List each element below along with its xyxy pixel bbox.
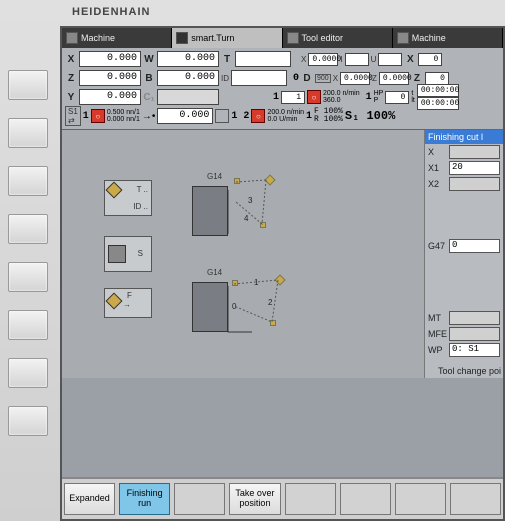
tab-machine[interactable]: Machine [62,28,172,48]
dro-row-y: Y 0.000 C₁ 1 1 ○ 200.0 n/min360.0 1 HPP … [65,88,500,106]
w-value: 0.000 [157,51,219,67]
axis-x2-label: X [404,54,416,65]
softkey-2[interactable] [174,483,225,515]
physical-button-column [8,70,48,454]
tab-tool-editor[interactable]: Tool editor [283,28,393,48]
physical-button[interactable] [8,214,48,244]
mt-field[interactable] [449,311,500,325]
feed-icon [106,293,123,310]
axis-x-label: X [65,54,77,65]
softkey-1[interactable]: Finishingrun [119,483,170,515]
return-icon [66,32,78,44]
id-value [231,70,287,86]
dro-row-x: X 0.000 W 0.000 T X0.0000 I U X0 [65,50,500,68]
physical-button[interactable] [8,70,48,100]
x1-field[interactable]: 20 [449,161,500,175]
x2-field[interactable] [449,177,500,191]
axis-b-label: B [143,73,155,84]
softkey-5[interactable] [340,483,391,515]
x-value: 0.000 [79,51,141,67]
b-value: 0.000 [157,70,219,86]
panel-title: Finishing cut l [425,130,503,144]
t-value [235,51,291,67]
parameter-panel: Finishing cut l X X120 X2 G470 MT MFE WP… [424,130,503,378]
axis-y-label: Y [65,92,77,103]
tab-bar: Machine smart.Turn Tool editor Machine [62,28,503,48]
param-box-feed[interactable]: F → [104,288,152,318]
tool-change-label: Tool change poi [438,366,501,376]
physical-button[interactable] [8,406,48,436]
t-label: T [221,54,233,65]
tool-icon [215,109,229,123]
axis-z-label: Z [65,73,77,84]
softkey-3[interactable]: Take overposition [229,483,280,515]
stop-icon: ○ [307,90,321,104]
tool-insert-icon [106,182,123,199]
physical-button[interactable] [8,310,48,340]
softkey-bar: ExpandedFinishingrun Take overposition [62,477,503,519]
toolpath-icon [192,276,292,346]
z-value: 0.000 [79,70,141,86]
tab-smart-turn[interactable]: smart.Turn [172,28,282,48]
diagram-canvas: T .. ID .. S F → G14 3 [62,130,503,378]
physical-button[interactable] [8,262,48,292]
softkey-0[interactable]: Expanded [64,483,115,515]
mfe-field[interactable] [449,327,500,341]
xs-value: 0.0000 [308,53,338,66]
physical-button[interactable] [8,166,48,196]
physical-button[interactable] [8,118,48,148]
diamond-icon [176,32,188,44]
toolpath-icon [192,176,282,246]
param-box-speed[interactable]: S [104,236,152,272]
g47-field[interactable]: 0 [449,239,500,253]
param-box-tool[interactable]: T .. ID .. [104,180,152,216]
arrow-icon: →• [142,111,156,122]
screen: Machine smart.Turn Tool editor Machine X… [60,26,505,521]
stop-icon: ○ [91,109,105,123]
tab-machine-2[interactable]: Machine [393,28,503,48]
stop-icon: ○ [251,109,265,123]
softkey-4[interactable] [285,483,336,515]
page-icon [287,32,299,44]
spindle-icon [108,245,126,263]
x-field[interactable] [449,145,500,159]
wp-field[interactable]: 0: S1 [449,343,500,357]
softkey-7[interactable] [450,483,501,515]
disk-icon [397,32,409,44]
physical-button[interactable] [8,358,48,388]
brand-label: HEIDENHAIN [72,6,150,18]
axis-w-label: W [143,54,155,65]
y-value: 0.000 [79,89,141,105]
dro-panel: X 0.000 W 0.000 T X0.0000 I U X0 Z 0.000… [62,48,503,130]
softkey-6[interactable] [395,483,446,515]
